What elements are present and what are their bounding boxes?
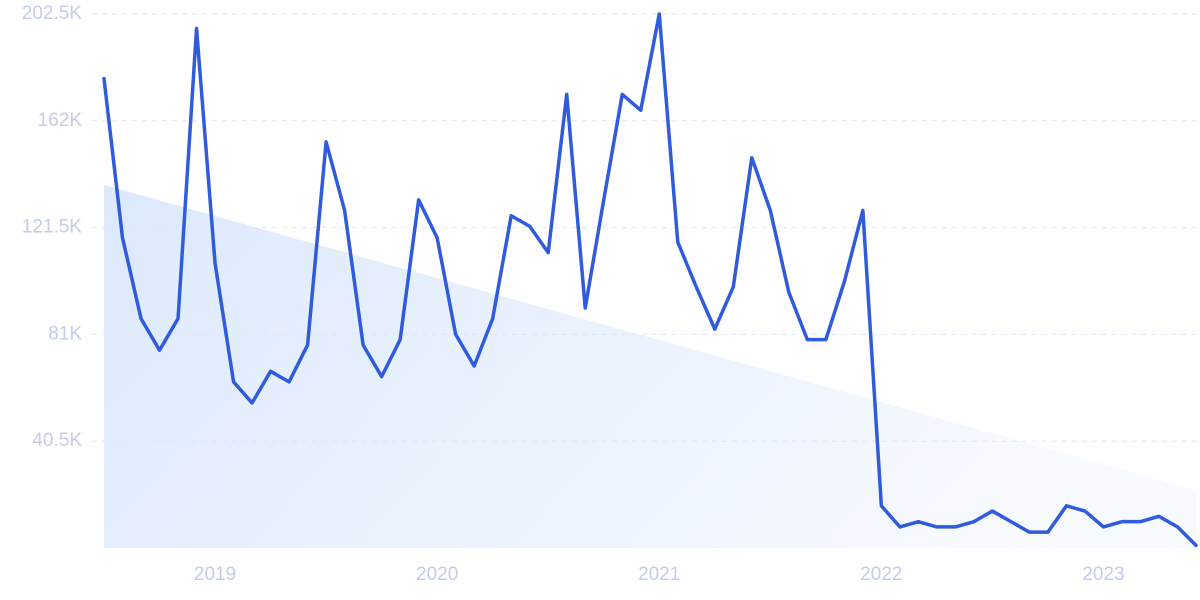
x-tick-label: 2023	[1082, 564, 1124, 585]
data-line	[102, 12, 1198, 548]
y-tick-label: 81K	[48, 323, 82, 344]
background-shape	[104, 185, 1196, 548]
y-tick-label: 40.5K	[32, 430, 82, 451]
x-tick-label: 2021	[638, 564, 680, 585]
y-tick-label: 121.5K	[22, 217, 83, 238]
y-tick-label: 162K	[38, 110, 83, 131]
y-tick-label: 202.5K	[22, 3, 83, 24]
x-tick-label: 2022	[860, 564, 902, 585]
x-tick-label: 2020	[416, 564, 458, 585]
x-tick-label: 2019	[194, 564, 236, 585]
